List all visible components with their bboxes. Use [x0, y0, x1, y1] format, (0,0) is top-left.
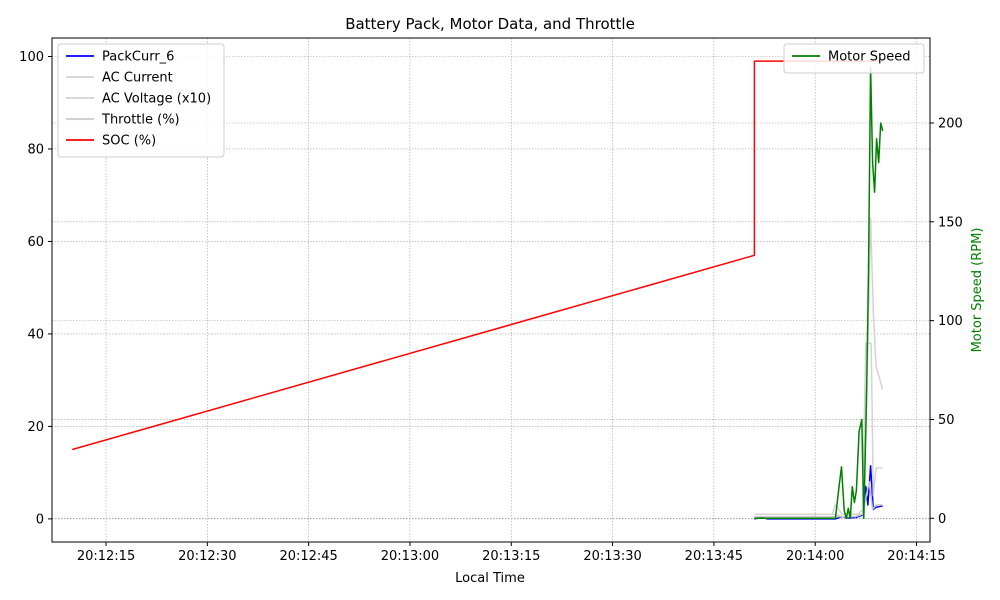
plot-frame: [51, 37, 931, 543]
x-tick-label: 20:13:00: [381, 549, 439, 564]
x-tick-label: 20:13:30: [583, 549, 641, 564]
x-axis: 20:12:15 20:12:30 20:12:45 20:13:00 20:13:15…: [77, 542, 946, 564]
y-axis-left: 0 20 40 60 80 100: [19, 50, 52, 527]
y-left-tick-label: 80: [27, 142, 44, 157]
x-tick-label: 20:12:30: [178, 549, 236, 564]
legend-box: [57, 43, 225, 158]
y-right-tick-label: 150: [938, 215, 963, 230]
series-line-6: [754, 66, 884, 520]
legend-label: SOC (%): [102, 134, 156, 149]
y-right-tick-label: 200: [938, 116, 963, 131]
y-axis-right: 0 50 100 150 200: [930, 116, 963, 527]
x-tick-label: 20:12:45: [279, 549, 337, 564]
series-line-4: [754, 481, 883, 518]
legend-label: Motor Speed: [828, 50, 910, 65]
legend-label: PackCurr_6: [102, 50, 174, 65]
y-right-tick-label: 50: [938, 413, 955, 428]
y-left-tick-label: 0: [36, 512, 44, 527]
y-axis-right-label: Motor Speed (RPM): [970, 228, 985, 353]
legend-box: [783, 43, 925, 74]
y-left-tick-label: 20: [27, 420, 44, 435]
y-right-tick-label: 100: [938, 314, 963, 329]
y-left-tick-label: 60: [27, 235, 44, 250]
series-line-3: [754, 342, 883, 516]
chart-title: Battery Pack, Motor Data, and Throttle: [345, 15, 635, 33]
grid: [52, 38, 930, 542]
legend-label: Throttle (%): [101, 113, 180, 128]
y-left-tick-label: 100: [19, 50, 44, 65]
x-tick-label: 20:13:45: [685, 549, 743, 564]
legend-label: AC Current: [102, 71, 173, 86]
x-tick-label: 20:14:00: [786, 549, 844, 564]
x-tick-label: 20:14:15: [887, 549, 945, 564]
y-right-tick-label: 0: [938, 512, 946, 527]
legend-left: PackCurr_6 AC Current AC Voltage (x10) Thro…: [57, 43, 225, 158]
x-tick-label: 20:13:15: [482, 549, 540, 564]
legend-label: AC Voltage (x10): [102, 92, 211, 107]
x-axis-label: Local Time: [455, 571, 525, 586]
legend-right: Motor Speed: [783, 43, 925, 74]
x-tick-label: 20:12:15: [77, 549, 135, 564]
y-left-tick-label: 40: [27, 327, 44, 342]
